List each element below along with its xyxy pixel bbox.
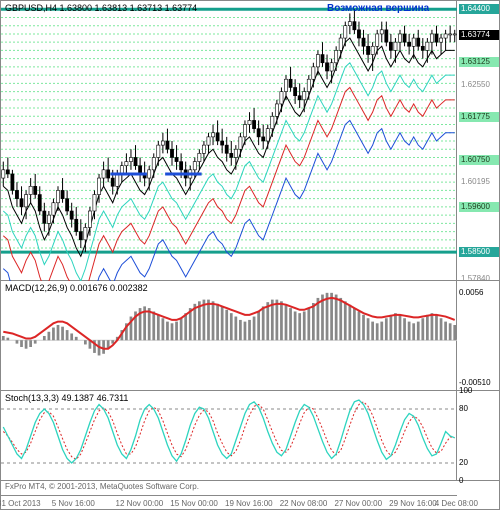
stoch-panel[interactable]: Stoch(13,3,3) 49.1387 46.7311 10080200	[1, 391, 499, 481]
price-level-label: 1.64400	[459, 4, 499, 14]
macd-panel[interactable]: MACD(12,26,9) 0.001676 0.002382 0.0056-0…	[1, 281, 499, 391]
x-tick: 19 Nov 16:00	[225, 499, 273, 508]
price-level-label: 1.63774	[459, 30, 499, 40]
price-level-label: 1.61775	[459, 112, 499, 122]
x-tick: 4 Dec 08:00	[435, 499, 478, 508]
price-panel[interactable]: GBPUSD,H4 1.63800 1.63813 1.63713 1.6377…	[1, 1, 499, 281]
price-level-label: 1.59600	[459, 202, 499, 212]
price-level-label: 1.60750	[459, 155, 499, 165]
annotation-text: Возможная вершина	[327, 3, 429, 14]
macd-panel-title: MACD(12,26,9) 0.001676 0.002382	[5, 283, 148, 293]
stoch-panel-title: Stoch(13,3,3) 49.1387 46.7311	[5, 393, 128, 403]
x-tick: 31 Oct 2013	[0, 499, 41, 508]
x-tick: 27 Nov 00:00	[334, 499, 382, 508]
chart-container: GBPUSD,H4 1.63800 1.63813 1.63713 1.6377…	[0, 0, 500, 510]
macd-yaxis: 0.0056-0.00510	[457, 281, 499, 390]
price-level-label: 1.62550	[459, 80, 499, 90]
price-panel-title: GBPUSD,H4 1.63800 1.63813 1.63713 1.6377…	[5, 3, 197, 13]
stoch-yaxis: 10080200	[457, 391, 499, 480]
x-tick: 22 Nov 08:00	[280, 499, 328, 508]
stoch-ytick: 80	[459, 404, 499, 413]
footer: FxPro MT4, © 2001-2013, MetaQuotes Softw…	[1, 481, 499, 509]
stoch-ytick: 20	[459, 458, 499, 467]
x-tick: 5 Nov 16:00	[52, 499, 95, 508]
x-tick: 12 Nov 00:00	[116, 499, 164, 508]
macd-ytick: 0.0056	[459, 288, 499, 297]
x-tick: 15 Nov 00:00	[170, 499, 218, 508]
macd-chart-area[interactable]: MACD(12,26,9) 0.001676 0.002382	[1, 281, 457, 390]
price-chart-area[interactable]: GBPUSD,H4 1.63800 1.63813 1.63713 1.6377…	[1, 1, 457, 280]
price-level-label: 1.58500	[459, 247, 499, 257]
x-tick: 29 Nov 16:00	[389, 499, 437, 508]
price-level-label: 1.60195	[459, 177, 499, 187]
stoch-ytick: 100	[459, 386, 499, 395]
price-level-label: 1.63125	[459, 57, 499, 67]
price-yaxis: 1.64400 1.63774 1.63125 1.62550 1.61775 1.607…	[457, 1, 499, 280]
x-axis: 31 Oct 2013 5 Nov 16:00 12 Nov 00:00 15 Nov…	[1, 495, 457, 509]
copyright-text: FxPro MT4, © 2001-2013, MetaQuotes Softw…	[5, 482, 199, 491]
stoch-chart-area[interactable]: Stoch(13,3,3) 49.1387 46.7311	[1, 391, 457, 480]
